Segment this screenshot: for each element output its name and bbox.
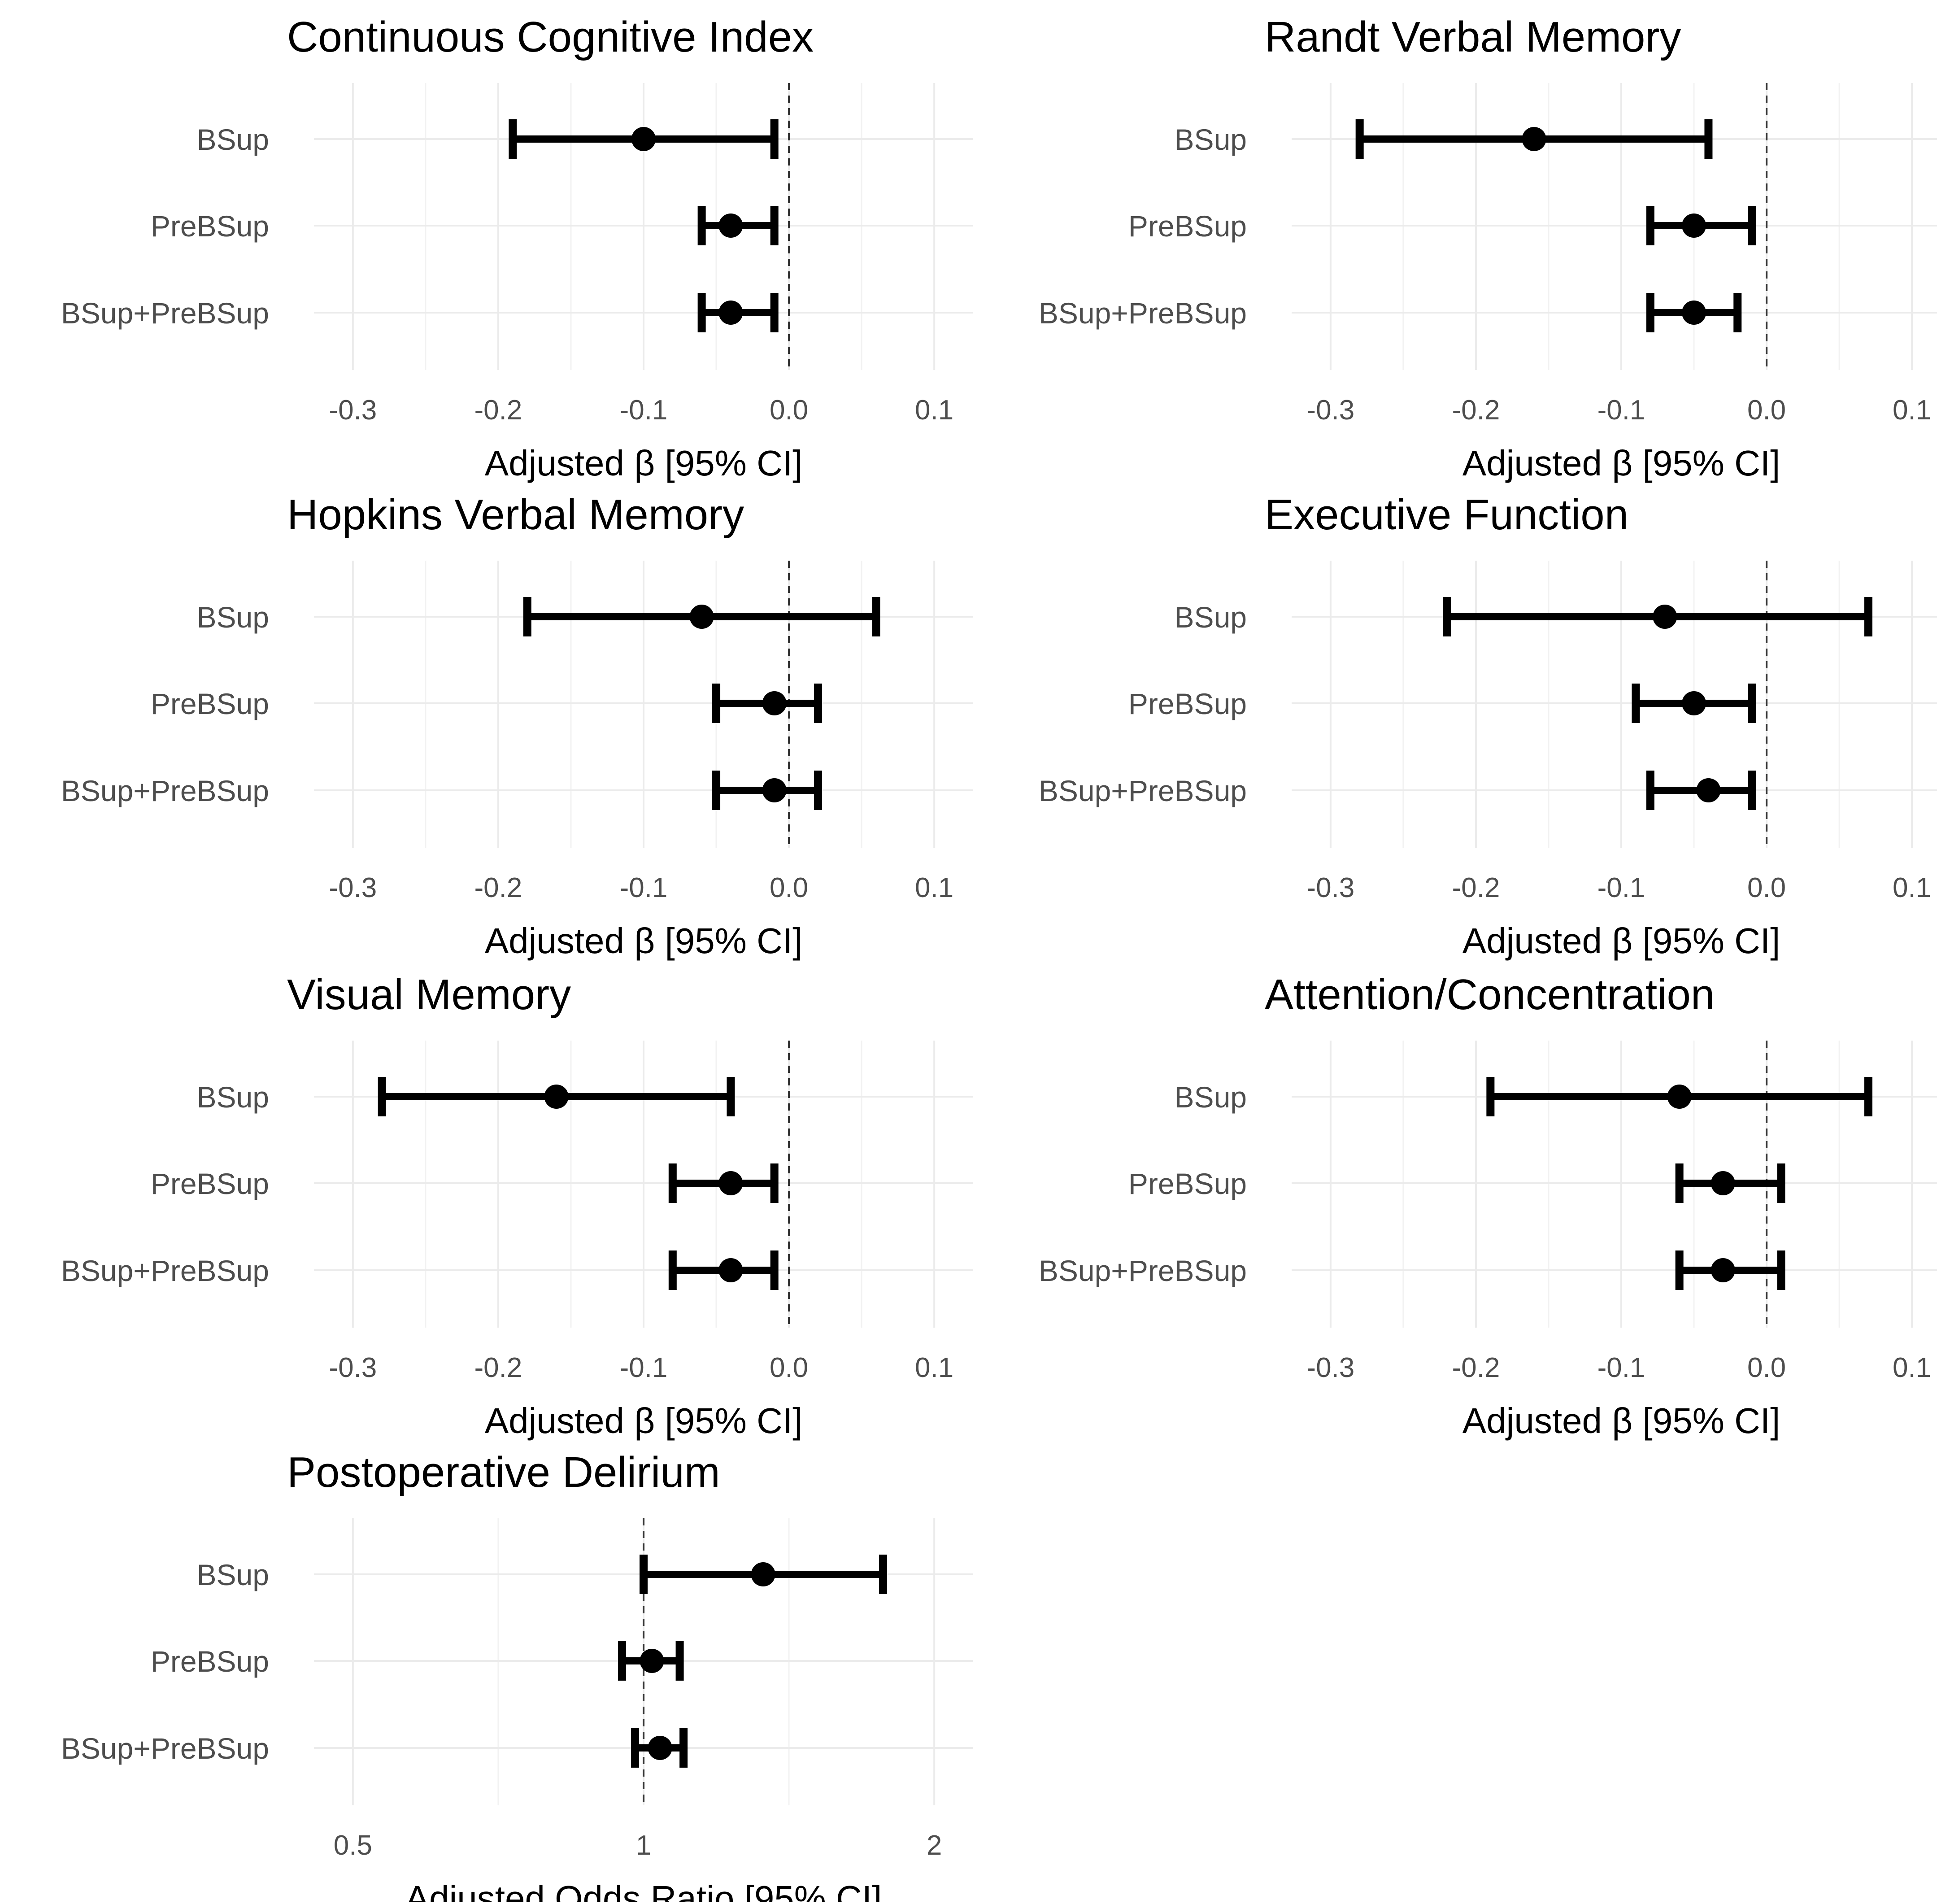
tick-label: -0.3 bbox=[329, 1352, 377, 1383]
tick-label: 0.1 bbox=[915, 872, 953, 903]
tick-label: 0.0 bbox=[1747, 1352, 1786, 1383]
x-axis-title: Adjusted Odds Ratio [95% CI] bbox=[405, 1878, 882, 1902]
tick-label: -0.3 bbox=[1306, 395, 1354, 426]
category-label: BSup bbox=[1175, 601, 1247, 634]
category-label: BSup bbox=[1175, 1081, 1247, 1114]
tick-label: 0.0 bbox=[1747, 395, 1786, 426]
estimate-point bbox=[762, 778, 787, 802]
x-axis-title: Adjusted β [95% CI] bbox=[1463, 921, 1780, 961]
tick-label: 0.1 bbox=[1893, 1352, 1931, 1383]
tick-label: 1 bbox=[636, 1830, 651, 1861]
panel-2: Randt Verbal Memory BSup PreBSup BSup+PreBS… bbox=[1039, 13, 1937, 483]
estimate-point bbox=[1667, 1085, 1692, 1109]
tick-label: -0.2 bbox=[474, 872, 522, 903]
category-label: PreBSup bbox=[1128, 1167, 1247, 1200]
panel-3: Hopkins Verbal Memory BSup PreBSup BSup+Pre… bbox=[61, 491, 973, 961]
category-label: BSup+PreBSup bbox=[61, 1254, 269, 1287]
tick-label: 0.1 bbox=[1893, 872, 1931, 903]
panel-title: Attention/Concentration bbox=[1265, 971, 1715, 1019]
x-axis-title: Adjusted β [95% CI] bbox=[485, 921, 803, 961]
tick-label: -0.2 bbox=[1452, 872, 1500, 903]
estimate-point bbox=[751, 1562, 775, 1586]
panel-title: Postoperative Delirium bbox=[287, 1448, 720, 1496]
panel-5: Visual Memory BSup PreBSup BSup+PreBSup -0.3… bbox=[61, 971, 973, 1441]
panel-6: Attention/Concentration BSup PreBSup BSup+P… bbox=[1039, 971, 1937, 1441]
tick-label: 0.5 bbox=[334, 1830, 372, 1861]
tick-label: -0.1 bbox=[620, 872, 668, 903]
tick-label: 0.1 bbox=[915, 395, 953, 426]
estimate-point bbox=[640, 1649, 664, 1673]
panel-title: Executive Function bbox=[1265, 491, 1628, 539]
tick-label: -0.3 bbox=[1306, 1352, 1354, 1383]
category-label: BSup+PreBSup bbox=[1039, 1254, 1247, 1287]
tick-label: -0.1 bbox=[1597, 395, 1645, 426]
category-label: BSup bbox=[197, 1558, 269, 1591]
estimate-point bbox=[1653, 605, 1677, 629]
category-label: PreBSup bbox=[151, 687, 269, 720]
estimate-point bbox=[762, 691, 787, 715]
category-label: PreBSup bbox=[1128, 687, 1247, 720]
tick-label: -0.3 bbox=[329, 872, 377, 903]
estimate-point bbox=[1711, 1171, 1735, 1195]
tick-label: 0.1 bbox=[1893, 395, 1931, 426]
estimate-point bbox=[1682, 213, 1706, 238]
estimate-point bbox=[718, 1258, 743, 1282]
category-label: BSup+PreBSup bbox=[61, 1732, 269, 1765]
category-label: PreBSup bbox=[151, 1645, 269, 1678]
tick-label: -0.2 bbox=[1452, 1352, 1500, 1383]
category-label: BSup+PreBSup bbox=[1039, 296, 1247, 330]
category-label: PreBSup bbox=[1128, 209, 1247, 243]
estimate-point bbox=[718, 301, 743, 325]
panel-4: Executive Function BSup PreBSup BSup+PreBSu… bbox=[1039, 491, 1937, 961]
tick-label: -0.1 bbox=[1597, 872, 1645, 903]
tick-label: -0.3 bbox=[1306, 872, 1354, 903]
tick-label: 0.0 bbox=[770, 1352, 808, 1383]
tick-label: 2 bbox=[927, 1830, 942, 1861]
estimate-point bbox=[689, 605, 714, 629]
panel-title: Hopkins Verbal Memory bbox=[287, 491, 744, 539]
estimate-point bbox=[1682, 301, 1706, 325]
tick-label: -0.2 bbox=[474, 1352, 522, 1383]
tick-label: 0.0 bbox=[770, 395, 808, 426]
category-label: BSup bbox=[1175, 123, 1247, 156]
category-label: BSup+PreBSup bbox=[61, 774, 269, 807]
category-label: BSup+PreBSup bbox=[61, 296, 269, 330]
x-axis-title: Adjusted β [95% CI] bbox=[1463, 443, 1780, 483]
estimate-point bbox=[631, 127, 656, 151]
tick-label: -0.3 bbox=[329, 395, 377, 426]
x-axis-title: Adjusted β [95% CI] bbox=[1463, 1401, 1780, 1441]
tick-label: 0.0 bbox=[770, 872, 808, 903]
tick-label: 0.0 bbox=[1747, 872, 1786, 903]
estimate-point bbox=[1711, 1258, 1735, 1282]
x-axis-title: Adjusted β [95% CI] bbox=[485, 1401, 803, 1441]
tick-label: -0.2 bbox=[474, 395, 522, 426]
category-label: PreBSup bbox=[151, 1167, 269, 1200]
estimate-point bbox=[544, 1085, 569, 1109]
panel-1: Continuous Cognitive Index BSup PreBSup BSu… bbox=[61, 13, 973, 483]
estimate-point bbox=[1682, 691, 1706, 715]
panel-7: Postoperative Delirium BSup PreBSup BSup+Pr… bbox=[61, 1448, 973, 1904]
estimate-point bbox=[1696, 778, 1721, 802]
category-label: PreBSup bbox=[151, 209, 269, 243]
category-label: BSup bbox=[197, 1081, 269, 1114]
tick-label: 0.1 bbox=[915, 1352, 953, 1383]
tick-label: -0.1 bbox=[620, 395, 668, 426]
tick-label: -0.1 bbox=[1597, 1352, 1645, 1383]
panel-title: Visual Memory bbox=[287, 971, 571, 1019]
category-label: BSup bbox=[197, 601, 269, 634]
estimate-point bbox=[718, 213, 743, 238]
estimate-point bbox=[1522, 127, 1546, 151]
category-label: BSup+PreBSup bbox=[1039, 774, 1247, 807]
x-axis-title: Adjusted β [95% CI] bbox=[485, 443, 803, 483]
estimate-point bbox=[718, 1171, 743, 1195]
tick-label: -0.1 bbox=[620, 1352, 668, 1383]
tick-label: -0.2 bbox=[1452, 395, 1500, 426]
panel-title: Randt Verbal Memory bbox=[1265, 13, 1681, 61]
category-label: BSup bbox=[197, 123, 269, 156]
estimate-point bbox=[648, 1736, 672, 1760]
panel-title: Continuous Cognitive Index bbox=[287, 13, 814, 61]
